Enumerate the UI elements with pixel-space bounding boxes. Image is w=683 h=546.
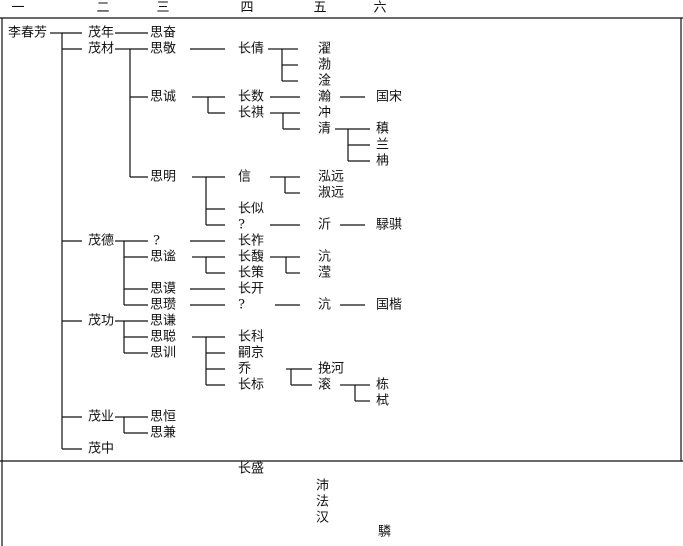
person-name: 思谟	[150, 282, 176, 297]
column-header: 三	[156, 1, 169, 16]
person-name: 长倩	[238, 42, 264, 57]
person-name: 滚	[318, 377, 331, 393]
person-name: 兰	[376, 138, 389, 153]
person-name: ?	[153, 234, 160, 249]
person-name: 长馥	[238, 250, 264, 265]
unattached-name: 驎	[378, 524, 391, 540]
column-header: 一	[11, 1, 24, 16]
person-name: 茂材	[88, 42, 114, 57]
person-name: 思瓒	[150, 298, 176, 313]
unattached-name: 长盛	[238, 462, 264, 477]
person-name: 挽河	[318, 362, 344, 377]
person-name: 茂年	[88, 26, 114, 41]
person-name: 沆	[318, 250, 331, 265]
person-name: 信	[238, 170, 251, 185]
person-name: 思明	[150, 170, 176, 185]
person-name: 茂中	[88, 442, 114, 457]
person-name: 长祚	[238, 233, 264, 249]
person-name: 乔	[238, 362, 251, 377]
person-name: 思诚	[150, 90, 176, 105]
person-name: 沆	[318, 298, 331, 313]
person-name: 嗣京	[238, 346, 264, 361]
person-name: 清	[318, 122, 331, 137]
person-name: 泓远	[318, 170, 344, 185]
person-name: 思聪	[150, 330, 176, 345]
person-name: 渤	[318, 57, 331, 73]
person-name: 长开	[238, 282, 264, 297]
person-name: 茂功	[88, 314, 114, 329]
person-name: 国宋	[376, 90, 402, 105]
person-name: 柟	[376, 154, 389, 169]
person-name: 栻	[376, 394, 389, 409]
person-name: 长似	[238, 202, 264, 217]
person-name: 长祺	[238, 106, 264, 121]
person-name: 濯	[318, 42, 331, 57]
unattached-name: 汉	[316, 511, 329, 526]
person-name: 长数	[238, 90, 264, 105]
person-name: 李春芳	[8, 26, 47, 41]
unattached-name: 沛	[316, 479, 329, 494]
person-name: 稹	[376, 122, 389, 137]
person-name: ?	[238, 218, 245, 233]
person-name: 思奋	[150, 26, 176, 41]
person-name: 淑远	[318, 186, 344, 201]
column-header: 四	[240, 1, 253, 16]
column-header: 六	[373, 1, 386, 16]
unattached-name: 法	[316, 495, 329, 510]
person-name: 栋	[376, 377, 389, 393]
person-name: 沂	[318, 218, 331, 233]
column-header: 二	[96, 1, 109, 16]
person-name: 长标	[238, 378, 264, 393]
person-name: 思敬	[150, 41, 176, 57]
person-name: 长策	[238, 265, 264, 281]
person-name: 冲	[318, 106, 331, 121]
person-name: 思兼	[150, 426, 176, 441]
person-name: 滢	[318, 266, 331, 281]
person-name: 思谧	[150, 250, 176, 265]
person-name: 茂德	[88, 234, 114, 249]
person-name: 思谦	[150, 314, 176, 329]
column-header: 五	[313, 1, 326, 16]
person-name: 茂业	[88, 410, 114, 425]
person-name: ?	[238, 298, 245, 313]
person-name: 淦	[318, 73, 331, 89]
person-name: 长科	[238, 330, 264, 345]
person-name: 瀚	[318, 90, 331, 105]
person-name: 国楷	[376, 298, 402, 313]
person-name: 騄骐	[376, 218, 402, 233]
person-name: 思恒	[150, 410, 176, 425]
person-name: 思训	[150, 346, 176, 361]
